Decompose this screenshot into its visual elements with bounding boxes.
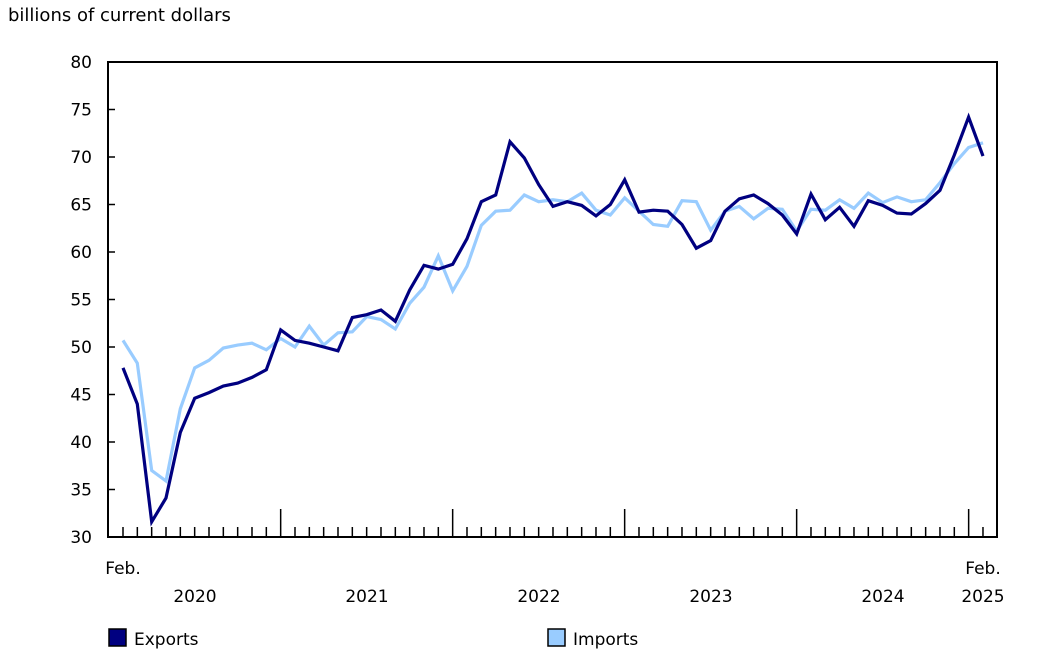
- legend-label-exports: Exports: [134, 630, 199, 650]
- y-tick-label: 50: [70, 338, 92, 358]
- year-label: 2020: [173, 587, 216, 607]
- legend-label-imports: Imports: [573, 630, 638, 650]
- legend-imports: Imports: [547, 628, 638, 650]
- x-start-label: Feb.: [105, 559, 141, 579]
- y-axis-label: billions of current dollars: [8, 5, 231, 26]
- legend-exports: Exports: [108, 628, 199, 650]
- year-labels: 2020 2021 2022 2023 2024 2025: [173, 587, 1004, 607]
- y-tick-label: 30: [70, 528, 92, 548]
- series-lines: [121, 112, 985, 527]
- y-tick-label: 65: [70, 196, 92, 216]
- legend-swatch-imports: [547, 628, 566, 647]
- legend-swatch-exports: [108, 628, 127, 647]
- y-ticks: 30 35 40 45 50 55 60 65 70 75 80: [70, 53, 115, 548]
- axes: [107, 61, 998, 538]
- y-tick-label: 60: [70, 243, 92, 263]
- year-label: 2022: [517, 587, 560, 607]
- year-label: 2023: [689, 587, 732, 607]
- series-line-imports: [121, 141, 984, 484]
- y-tick-label: 75: [70, 101, 92, 121]
- x-end-label: Feb.: [965, 559, 1001, 579]
- series-line-exports: [121, 112, 985, 527]
- y-tick-label: 70: [70, 148, 92, 168]
- y-tick-label: 55: [70, 291, 92, 311]
- y-tick-label: 35: [70, 481, 92, 501]
- x-ticks: [122, 509, 984, 537]
- year-label: 2021: [345, 587, 388, 607]
- year-label: 2024: [861, 587, 904, 607]
- year-label: 2025: [961, 587, 1004, 607]
- y-tick-label: 40: [70, 433, 92, 453]
- y-tick-label: 80: [70, 53, 92, 73]
- plot-frame: [107, 61, 998, 538]
- y-tick-label: 45: [70, 386, 92, 406]
